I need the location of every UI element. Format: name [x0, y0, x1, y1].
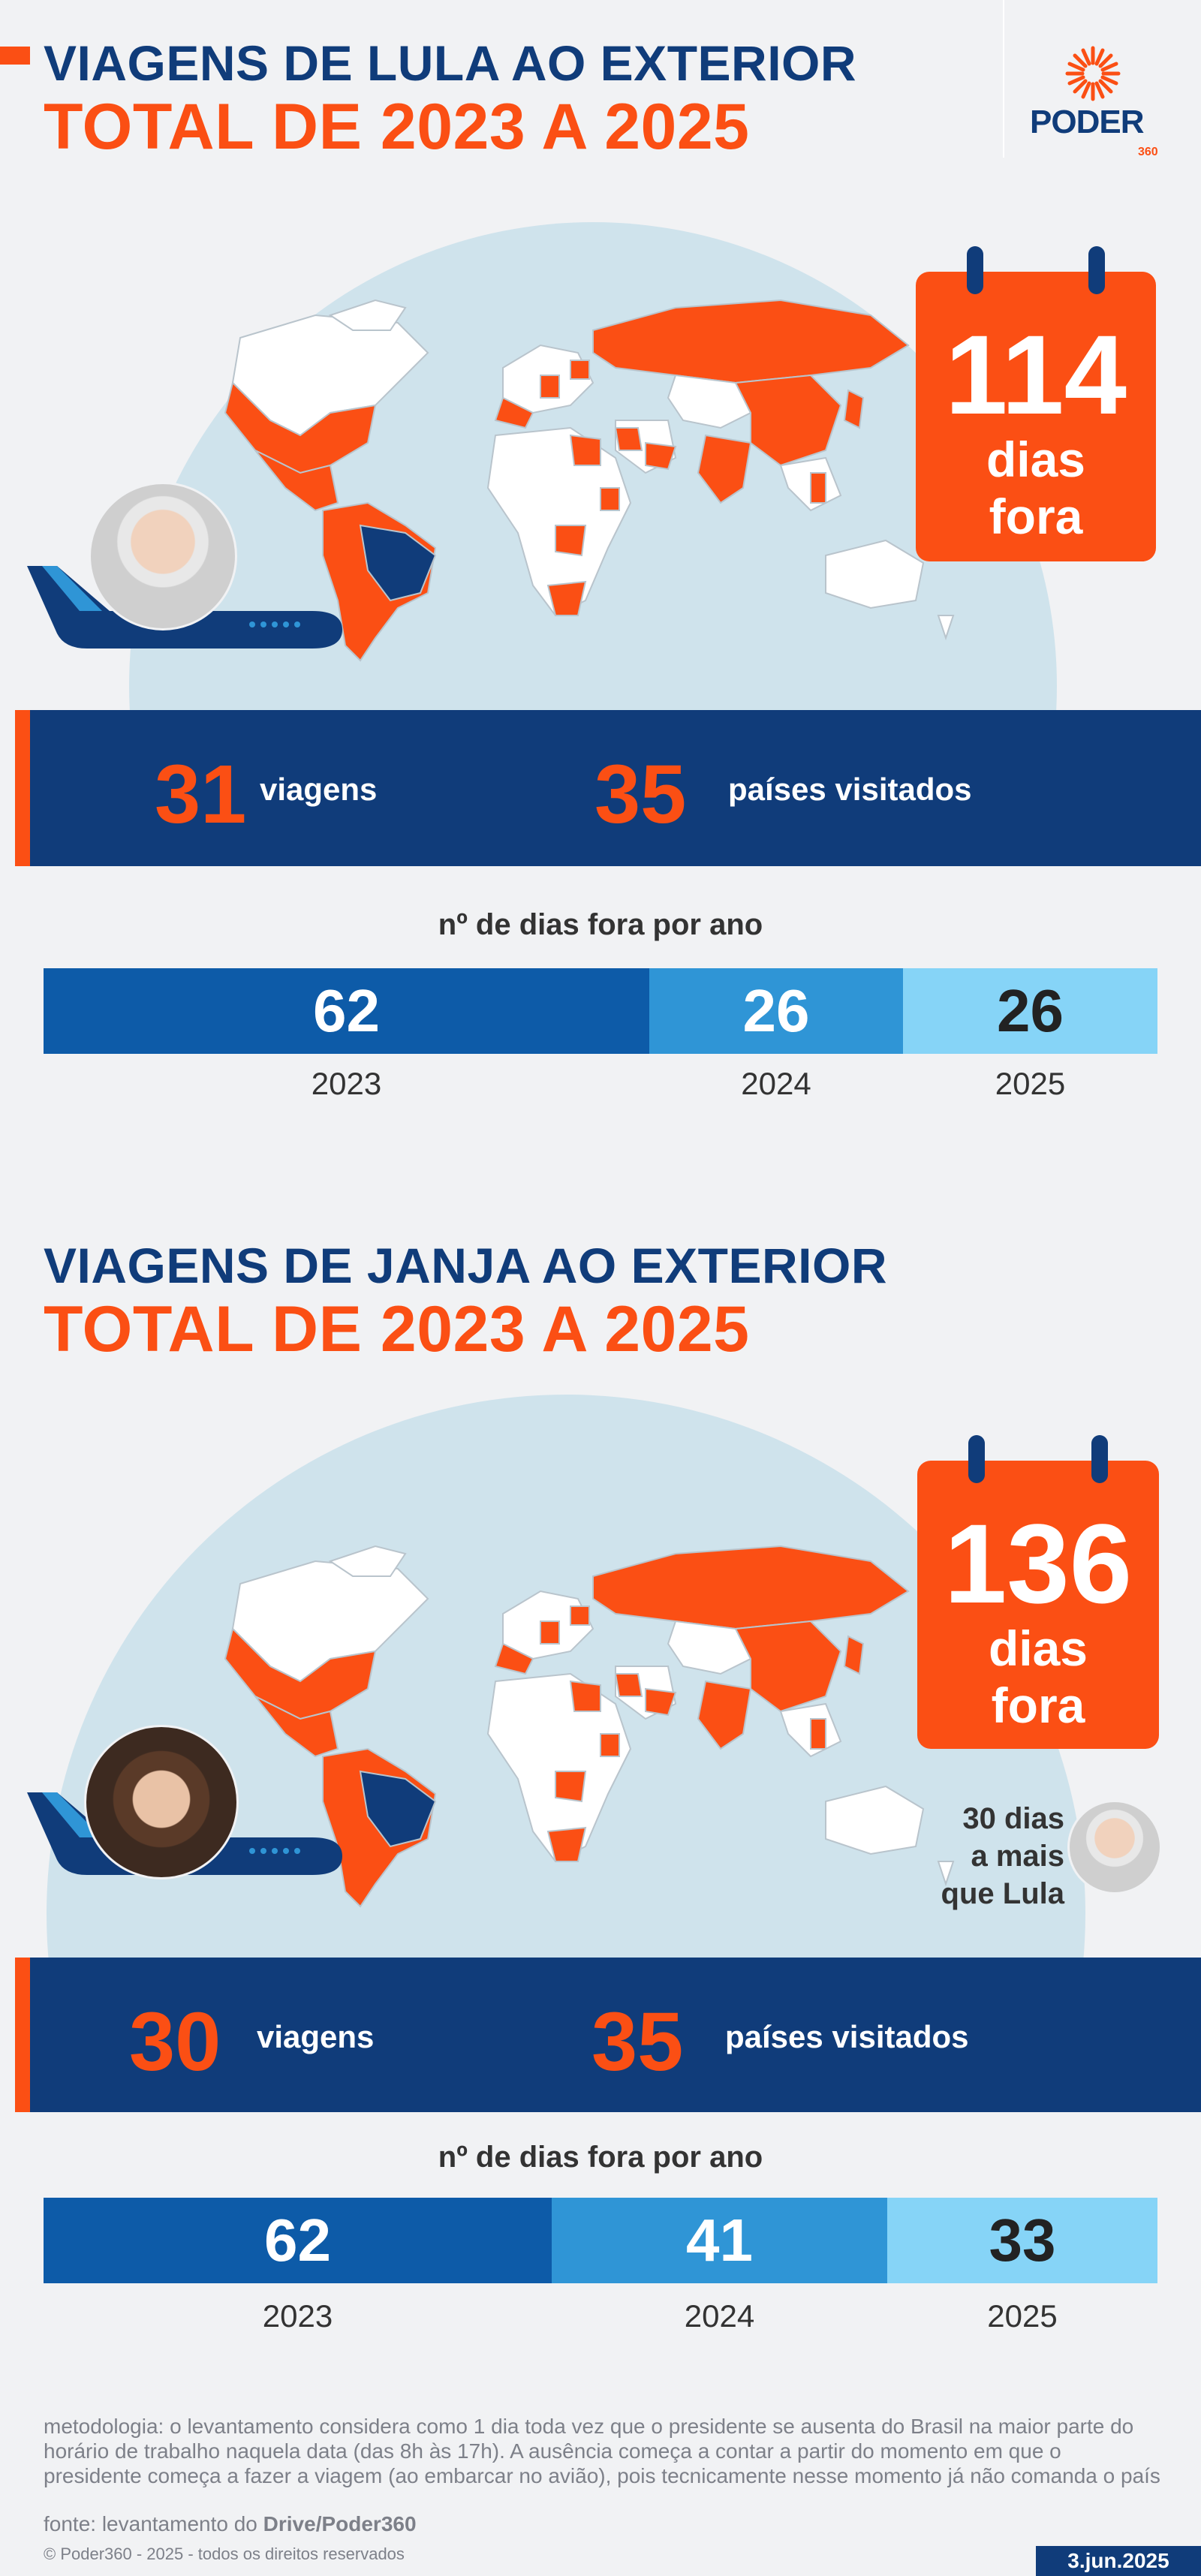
janja-stats-band: 30 viagens 35 países visitados — [15, 1958, 1201, 2112]
lula-small-avatar — [1067, 1800, 1162, 1894]
janja-year-labels: 2023 2024 2025 — [44, 2298, 1157, 2343]
calendar-ring-icon — [1088, 246, 1105, 294]
compare-line3: que Lula — [941, 1877, 1064, 1910]
copyright: © Poder360 - 2025 - todos os direitos re… — [44, 2544, 405, 2563]
bar-segment-2023: 62 — [44, 968, 649, 1054]
janja-days-number: 136 — [944, 1500, 1133, 1627]
lula-countries-count: 35 — [594, 748, 687, 841]
janja-title-line1: VIAGENS DE JANJA AO EXTERIOR — [44, 1238, 887, 1293]
janja-trips-label: viagens — [257, 2019, 375, 2054]
sun-burst-icon — [1065, 46, 1121, 101]
lula-trips-count: 31 — [155, 748, 247, 841]
calendar-ring-icon — [1091, 1435, 1108, 1483]
janja-days-per-year-bar: 62 41 33 — [44, 2198, 1157, 2283]
bar-segment-2024: 41 — [552, 2198, 887, 2283]
lula-avatar — [89, 482, 237, 630]
year-label-2023: 2023 — [311, 1066, 382, 1101]
comparison-note: 30 dias a mais que Lula — [893, 1800, 1064, 1912]
lula-days-per-year-bar: 62 26 26 — [44, 968, 1157, 1054]
janja-days-calendar: 136 dias fora — [917, 1435, 1159, 1749]
methodology-note: metodologia: o levantamento considera co… — [44, 2415, 1160, 2487]
lula-world-map — [224, 299, 955, 662]
lula-year-labels: 2023 2024 2025 — [44, 1066, 1157, 1111]
year-label-2023: 2023 — [262, 2298, 333, 2334]
janja-title-line2: TOTAL DE 2023 A 2025 — [44, 1293, 750, 1365]
logo-word: PODER — [1030, 104, 1144, 140]
lula-trips-label: viagens — [260, 772, 378, 807]
lula-stats-band: 31 viagens 35 países visitados — [15, 710, 1201, 866]
source-line: fonte: levantamento do Drive/Poder360 — [44, 2511, 417, 2536]
calendar-ring-icon — [968, 1435, 985, 1483]
title-accent — [0, 47, 30, 65]
bar-segment-2024: 26 — [649, 968, 903, 1054]
bar-segment-2025: 33 — [887, 2198, 1157, 2283]
year-label-2024: 2024 — [741, 1066, 811, 1101]
janja-world-map — [224, 1545, 955, 1908]
year-label-2024: 2024 — [684, 2298, 755, 2334]
janja-days-label1: dias — [988, 1621, 1088, 1676]
lula-countries-label: países visitados — [728, 772, 972, 807]
band-accent — [15, 710, 30, 866]
header-divider — [1003, 0, 1004, 158]
logo-number: 360 — [1138, 146, 1158, 158]
year-label-2025: 2025 — [995, 1066, 1066, 1101]
lula-title-line1: VIAGENS DE LULA AO EXTERIOR — [44, 35, 857, 91]
janja-avatar — [84, 1725, 239, 1879]
band-accent — [15, 1958, 30, 2112]
bar-segment-2025: 26 — [903, 968, 1157, 1054]
year-label-2025: 2025 — [987, 2298, 1058, 2334]
source-name: Drive/Poder360 — [263, 2512, 417, 2535]
lula-days-label2: fora — [989, 489, 1083, 544]
janja-countries-count: 35 — [591, 1996, 684, 2088]
calendar-ring-icon — [967, 246, 983, 294]
compare-line2: a mais — [971, 1840, 1064, 1873]
lula-bar-heading: nº de dias fora por ano — [438, 908, 763, 941]
lula-title-line2: TOTAL DE 2023 A 2025 — [44, 91, 750, 163]
poder360-logo: PODER 360 — [1027, 44, 1162, 164]
lula-plane-icon — [27, 566, 342, 649]
janja-bar-heading: nº de dias fora por ano — [438, 2141, 763, 2174]
compare-line1: 30 dias — [962, 1802, 1064, 1835]
lula-days-calendar: 114 dias fora — [916, 246, 1156, 561]
lula-days-label1: dias — [986, 432, 1086, 487]
lula-days-number: 114 — [945, 311, 1127, 438]
janja-countries-label: países visitados — [725, 2019, 969, 2054]
janja-days-label2: fora — [991, 1678, 1085, 1733]
bar-segment-2023: 62 — [44, 2198, 552, 2283]
source-prefix: fonte: levantamento do — [44, 2512, 263, 2535]
date-badge: 3.jun.2025 — [1036, 2546, 1201, 2576]
janja-trips-count: 30 — [129, 1996, 221, 2088]
